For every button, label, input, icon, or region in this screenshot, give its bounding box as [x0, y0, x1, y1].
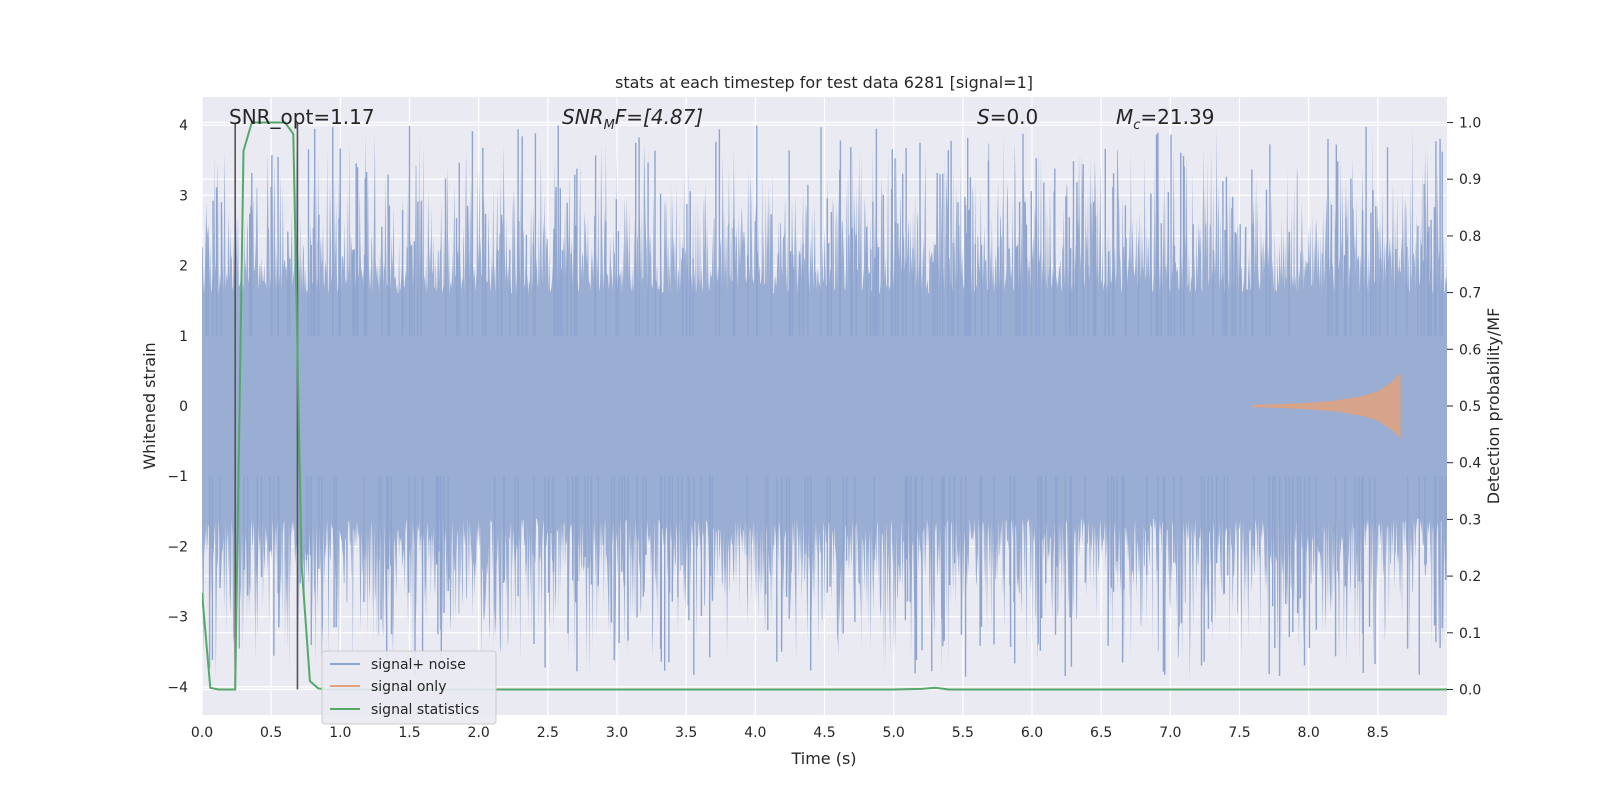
y-right-tick-label: 0.6 — [1459, 342, 1481, 358]
annotation-s: S=0.0 — [977, 105, 1038, 129]
y-left-tick-label: 1 — [179, 329, 188, 345]
x-tick-label: 0.5 — [260, 725, 282, 741]
y-left-tick-label: −1 — [167, 469, 188, 485]
y-left-tick-label: 0 — [179, 399, 188, 415]
x-tick-label: 5.5 — [952, 725, 974, 741]
s-main: S — [977, 105, 990, 129]
y-axis-left-label: Whitened strain — [140, 342, 159, 469]
y-right-tick-label: 1.0 — [1459, 116, 1481, 132]
y-left-tick-label: 2 — [179, 259, 188, 275]
mc-rest: =21.39 — [1140, 105, 1214, 129]
x-tick-labels: 0.0 0.5 1.0 1.5 2.0 2.5 3.0 3.5 4.0 4.5 5.0 5.5 6.0 6… — [191, 725, 1389, 741]
legend: signal+ noise signal only signal statist… — [321, 650, 497, 725]
mc-sub: c — [1133, 118, 1140, 133]
x-tick-label: 3.0 — [606, 725, 628, 741]
legend-box — [321, 650, 497, 725]
y-right-tick-labels: 0.0 0.1 0.2 0.3 0.4 0.5 0.6 0.7 0.8 0.9 1.0 — [1447, 116, 1481, 698]
x-tick-label: 6.0 — [1021, 725, 1043, 741]
x-tick-label: 0.0 — [191, 725, 213, 741]
signal-noise-band — [202, 125, 1447, 684]
legend-label-signal-statistics: signal statistics — [371, 702, 479, 718]
annotation-snr-mf: SNRMF=[4.87] — [562, 105, 703, 133]
y-left-tick-label: −3 — [167, 610, 188, 626]
snr-mf-rest: F=[4.87] — [615, 105, 703, 129]
x-tick-label: 7.0 — [1159, 725, 1181, 741]
s-rest: =0.0 — [990, 105, 1039, 129]
annotation-snr-opt: SNR_opt=1.17 — [229, 105, 375, 129]
y-left-tick-labels: −4 −3 −2 −1 0 1 2 3 4 — [167, 118, 188, 696]
legend-label-signal-noise: signal+ noise — [371, 657, 466, 673]
y-right-tick-label: 0.0 — [1459, 682, 1481, 698]
x-tick-label: 8.0 — [1298, 725, 1320, 741]
x-tick-label: 7.5 — [1228, 725, 1250, 741]
x-tick-label: 1.5 — [398, 725, 420, 741]
snr-mf-main: SNR — [562, 105, 604, 129]
y-left-tick-label: 4 — [179, 118, 188, 134]
y-left-tick-label: −2 — [167, 539, 188, 555]
y-right-tick-label: 0.1 — [1459, 626, 1481, 642]
y-right-tick-label: 0.5 — [1459, 399, 1481, 415]
x-tick-label: 8.5 — [1367, 725, 1389, 741]
x-tick-label: 2.0 — [468, 725, 490, 741]
legend-label-signal-only: signal only — [371, 679, 446, 695]
x-axis-label: Time (s) — [790, 749, 856, 768]
signal-statistics-line — [202, 121, 1447, 691]
annotation-mc: Mc=21.39 — [1116, 105, 1214, 133]
x-tick-label: 3.5 — [675, 725, 697, 741]
x-tick-label: 1.0 — [329, 725, 351, 741]
y-right-tick-label: 0.2 — [1459, 569, 1481, 585]
x-tick-label: 4.0 — [744, 725, 766, 741]
y-right-tick-label: 0.9 — [1459, 172, 1481, 188]
y-axis-right-label: Detection probability/MF — [1484, 308, 1503, 505]
y-left-tick-label: 3 — [179, 188, 188, 204]
x-tick-label: 5.0 — [883, 725, 905, 741]
y-right-tick-label: 0.7 — [1459, 286, 1481, 302]
y-right-tick-label: 0.3 — [1459, 512, 1481, 528]
x-tick-label: 2.5 — [537, 725, 559, 741]
x-tick-label: 4.5 — [813, 725, 835, 741]
snr-mf-sub: M — [604, 118, 615, 133]
x-tick-label: 6.5 — [1090, 725, 1112, 741]
chart-title: stats at each timestep for test data 628… — [615, 73, 1033, 92]
signal-only-line — [1252, 373, 1401, 439]
y-right-tick-label: 0.8 — [1459, 229, 1481, 245]
y-right-tick-label: 0.4 — [1459, 456, 1481, 472]
signal-noise-line — [205, 125, 1447, 677]
mc-main: M — [1116, 105, 1133, 129]
y-left-tick-label: −4 — [167, 680, 188, 696]
vertical-markers — [234, 122, 299, 690]
